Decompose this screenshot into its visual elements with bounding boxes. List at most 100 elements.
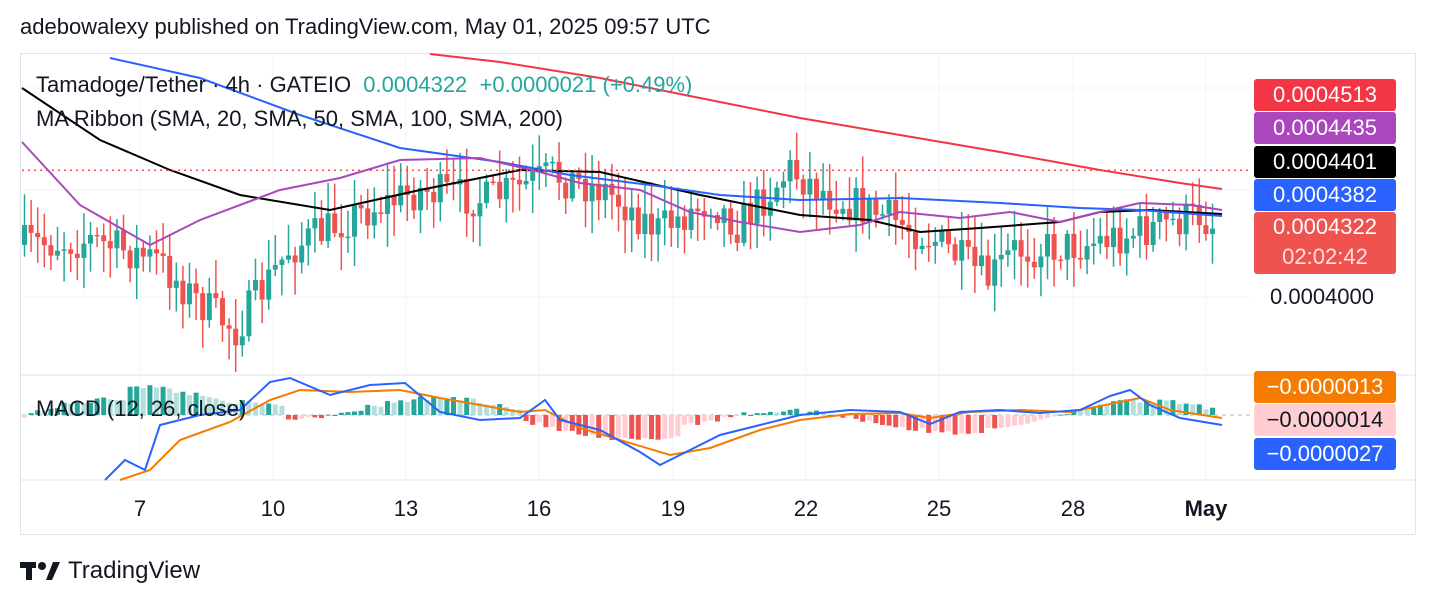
ribbon-legend[interactable]: MA Ribbon (SMA, 20, SMA, 50, SMA, 100, S… [36, 106, 564, 131]
candle-body-33 [239, 336, 245, 346]
histogram-bar-73 [503, 406, 509, 415]
histogram-bar-131 [886, 415, 892, 426]
histogram-bar-64 [444, 398, 450, 415]
candle-body-151 [1018, 240, 1024, 257]
candle-body-164 [1104, 235, 1110, 248]
candle-body-156 [1051, 234, 1057, 260]
histogram-bar-166 [1117, 400, 1123, 415]
candle-body-168 [1130, 235, 1136, 239]
histogram-bar-76 [523, 415, 529, 422]
histogram-bar-147 [992, 415, 998, 429]
histogram-bar-68 [470, 398, 476, 415]
sma200-line [429, 53, 1223, 190]
candle-body-170 [1144, 216, 1149, 245]
histogram-bar-37 [266, 403, 272, 415]
candle-body-172 [1157, 212, 1163, 223]
candle-body-143 [965, 240, 971, 247]
candle-body-120 [814, 178, 819, 199]
candle-body-176 [1183, 203, 1189, 235]
candle-body-30 [220, 298, 225, 326]
candle-body-23 [173, 280, 179, 288]
candle-body-3 [41, 237, 47, 246]
candle-body-24 [180, 280, 186, 305]
histogram-bar-96 [655, 415, 661, 440]
tag-sma50: 0.0004382 [1254, 179, 1396, 211]
histogram-bar-30 [220, 400, 225, 415]
histogram-bar-139 [939, 415, 945, 433]
histogram-bar-98 [668, 415, 674, 439]
x-tick-10: 10 [260, 496, 286, 521]
candle-body-173 [1163, 212, 1169, 220]
x-tick-19: 19 [660, 496, 686, 521]
price-scale-label: 0.0004000 [1270, 284, 1374, 309]
tag-macd: −0.0000027 [1254, 438, 1396, 470]
tradingview-logo-icon [20, 562, 60, 580]
candle-body-124 [840, 208, 846, 214]
candle-body-13 [107, 241, 113, 249]
histogram-bar-55 [385, 401, 390, 415]
candle-body-100 [682, 216, 687, 230]
candle-body-8 [74, 253, 80, 258]
candle-body-145 [979, 255, 984, 267]
histogram-bar-106 [721, 415, 727, 417]
histogram-bar-130 [880, 415, 885, 425]
chart-frame [20, 53, 1416, 535]
candle-body-22 [167, 255, 173, 288]
candle-body-149 [1005, 250, 1011, 255]
candle-body-4 [48, 245, 54, 256]
candle-body-150 [1012, 240, 1017, 251]
histogram-bar-100 [682, 415, 687, 425]
histogram-bar-92 [629, 415, 635, 439]
histogram-bar-28 [206, 397, 212, 415]
macd-pane [22, 376, 1252, 481]
histogram-bar-63 [437, 398, 443, 415]
candle-body-25 [187, 283, 192, 305]
candle-body-108 [734, 234, 740, 243]
candle-body-129 [873, 197, 879, 215]
histogram-bar-25 [187, 395, 192, 415]
candles [22, 132, 1215, 372]
candle-body-85 [583, 179, 588, 202]
candle-body-86 [589, 183, 595, 202]
histogram-bar-48 [338, 412, 344, 415]
histogram-bar-97 [662, 415, 668, 439]
candle-body-59 [411, 194, 417, 211]
candle-body-112 [761, 189, 767, 216]
histogram-bar-128 [866, 415, 872, 421]
histogram-bar-163 [1097, 404, 1103, 415]
histogram-bar-110 [748, 415, 753, 416]
histogram-bar-34 [246, 401, 252, 415]
histogram-bar-72 [497, 404, 503, 415]
candle-body-121 [820, 190, 826, 199]
candle-body-16 [127, 250, 133, 269]
x-tick-25: 25 [926, 496, 952, 521]
candle-body-15 [121, 230, 126, 251]
footer[interactable]: TradingView [20, 557, 200, 585]
candle-body-137 [926, 245, 932, 248]
candle-body-144 [972, 246, 978, 267]
candle-body-36 [259, 280, 265, 300]
histogram-bar-2 [35, 410, 41, 415]
symbol-legend[interactable]: Tamadoge/Tether · 4h · GATEIO 0.0004322 … [36, 72, 692, 98]
histogram-bar-172 [1157, 399, 1163, 415]
candle-body-125 [847, 208, 852, 221]
candle-body-160 [1078, 257, 1083, 260]
candle-body-56 [391, 194, 397, 206]
candle-body-169 [1137, 216, 1143, 236]
histogram-bar-102 [695, 415, 701, 425]
candle-body-42 [299, 245, 305, 263]
sma50-line [109, 57, 1223, 217]
histogram-bar-160 [1078, 409, 1083, 415]
candle-body-32 [233, 328, 239, 346]
macd-legend[interactable]: MACD (12, 26, close) [36, 396, 247, 421]
histogram-bar-134 [906, 415, 912, 431]
histogram-bar-177 [1190, 404, 1196, 415]
histogram-bar-176 [1183, 403, 1189, 415]
candle-body-74 [510, 177, 516, 180]
candle-body-40 [286, 255, 291, 260]
histogram-bar-39 [279, 405, 285, 415]
candle-body-99 [675, 216, 681, 228]
histogram-bar-114 [774, 412, 780, 415]
histogram-bar-164 [1104, 405, 1110, 415]
